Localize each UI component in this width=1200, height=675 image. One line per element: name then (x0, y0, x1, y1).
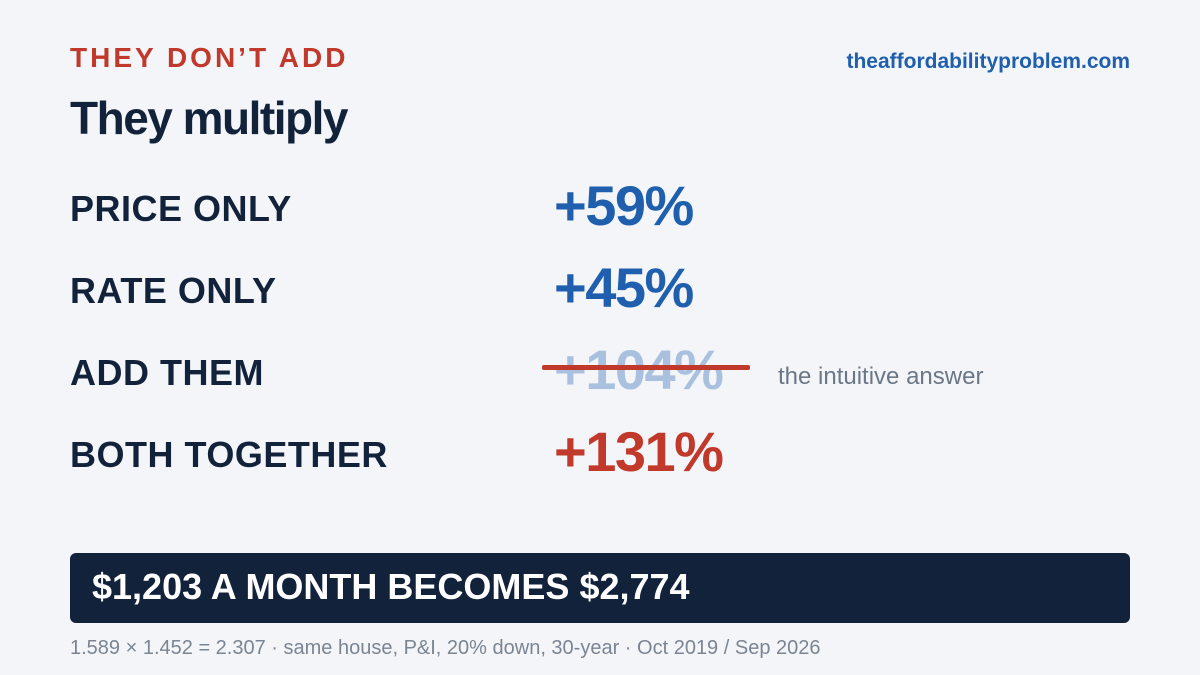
site-url: theaffordabilityproblem.com (846, 50, 1130, 73)
row-label-rate-only: RATE ONLY (70, 270, 277, 311)
row-value-rate-only: +45% (554, 256, 694, 319)
row-value-price-only: +59% (554, 174, 694, 237)
row-value-both-together: +131% (554, 420, 724, 483)
row-label-both-together: BOTH TOGETHER (70, 434, 388, 475)
eyebrow-heading: THEY DON’T ADD (70, 42, 349, 73)
strikethrough-line (542, 365, 750, 370)
result-banner-text: $1,203 A MONTH BECOMES $2,774 (92, 566, 690, 607)
row-value-add-them: +104% (554, 338, 724, 401)
row-label-add-them: ADD THEM (70, 352, 264, 393)
page-title: They multiply (70, 92, 348, 144)
footnote: 1.589 × 1.452 = 2.307 · same house, P&I,… (70, 637, 821, 659)
row-label-price-only: PRICE ONLY (70, 188, 292, 229)
intuitive-answer-note: the intuitive answer (778, 363, 984, 390)
result-banner: $1,203 A MONTH BECOMES $2,774 (70, 553, 1130, 623)
